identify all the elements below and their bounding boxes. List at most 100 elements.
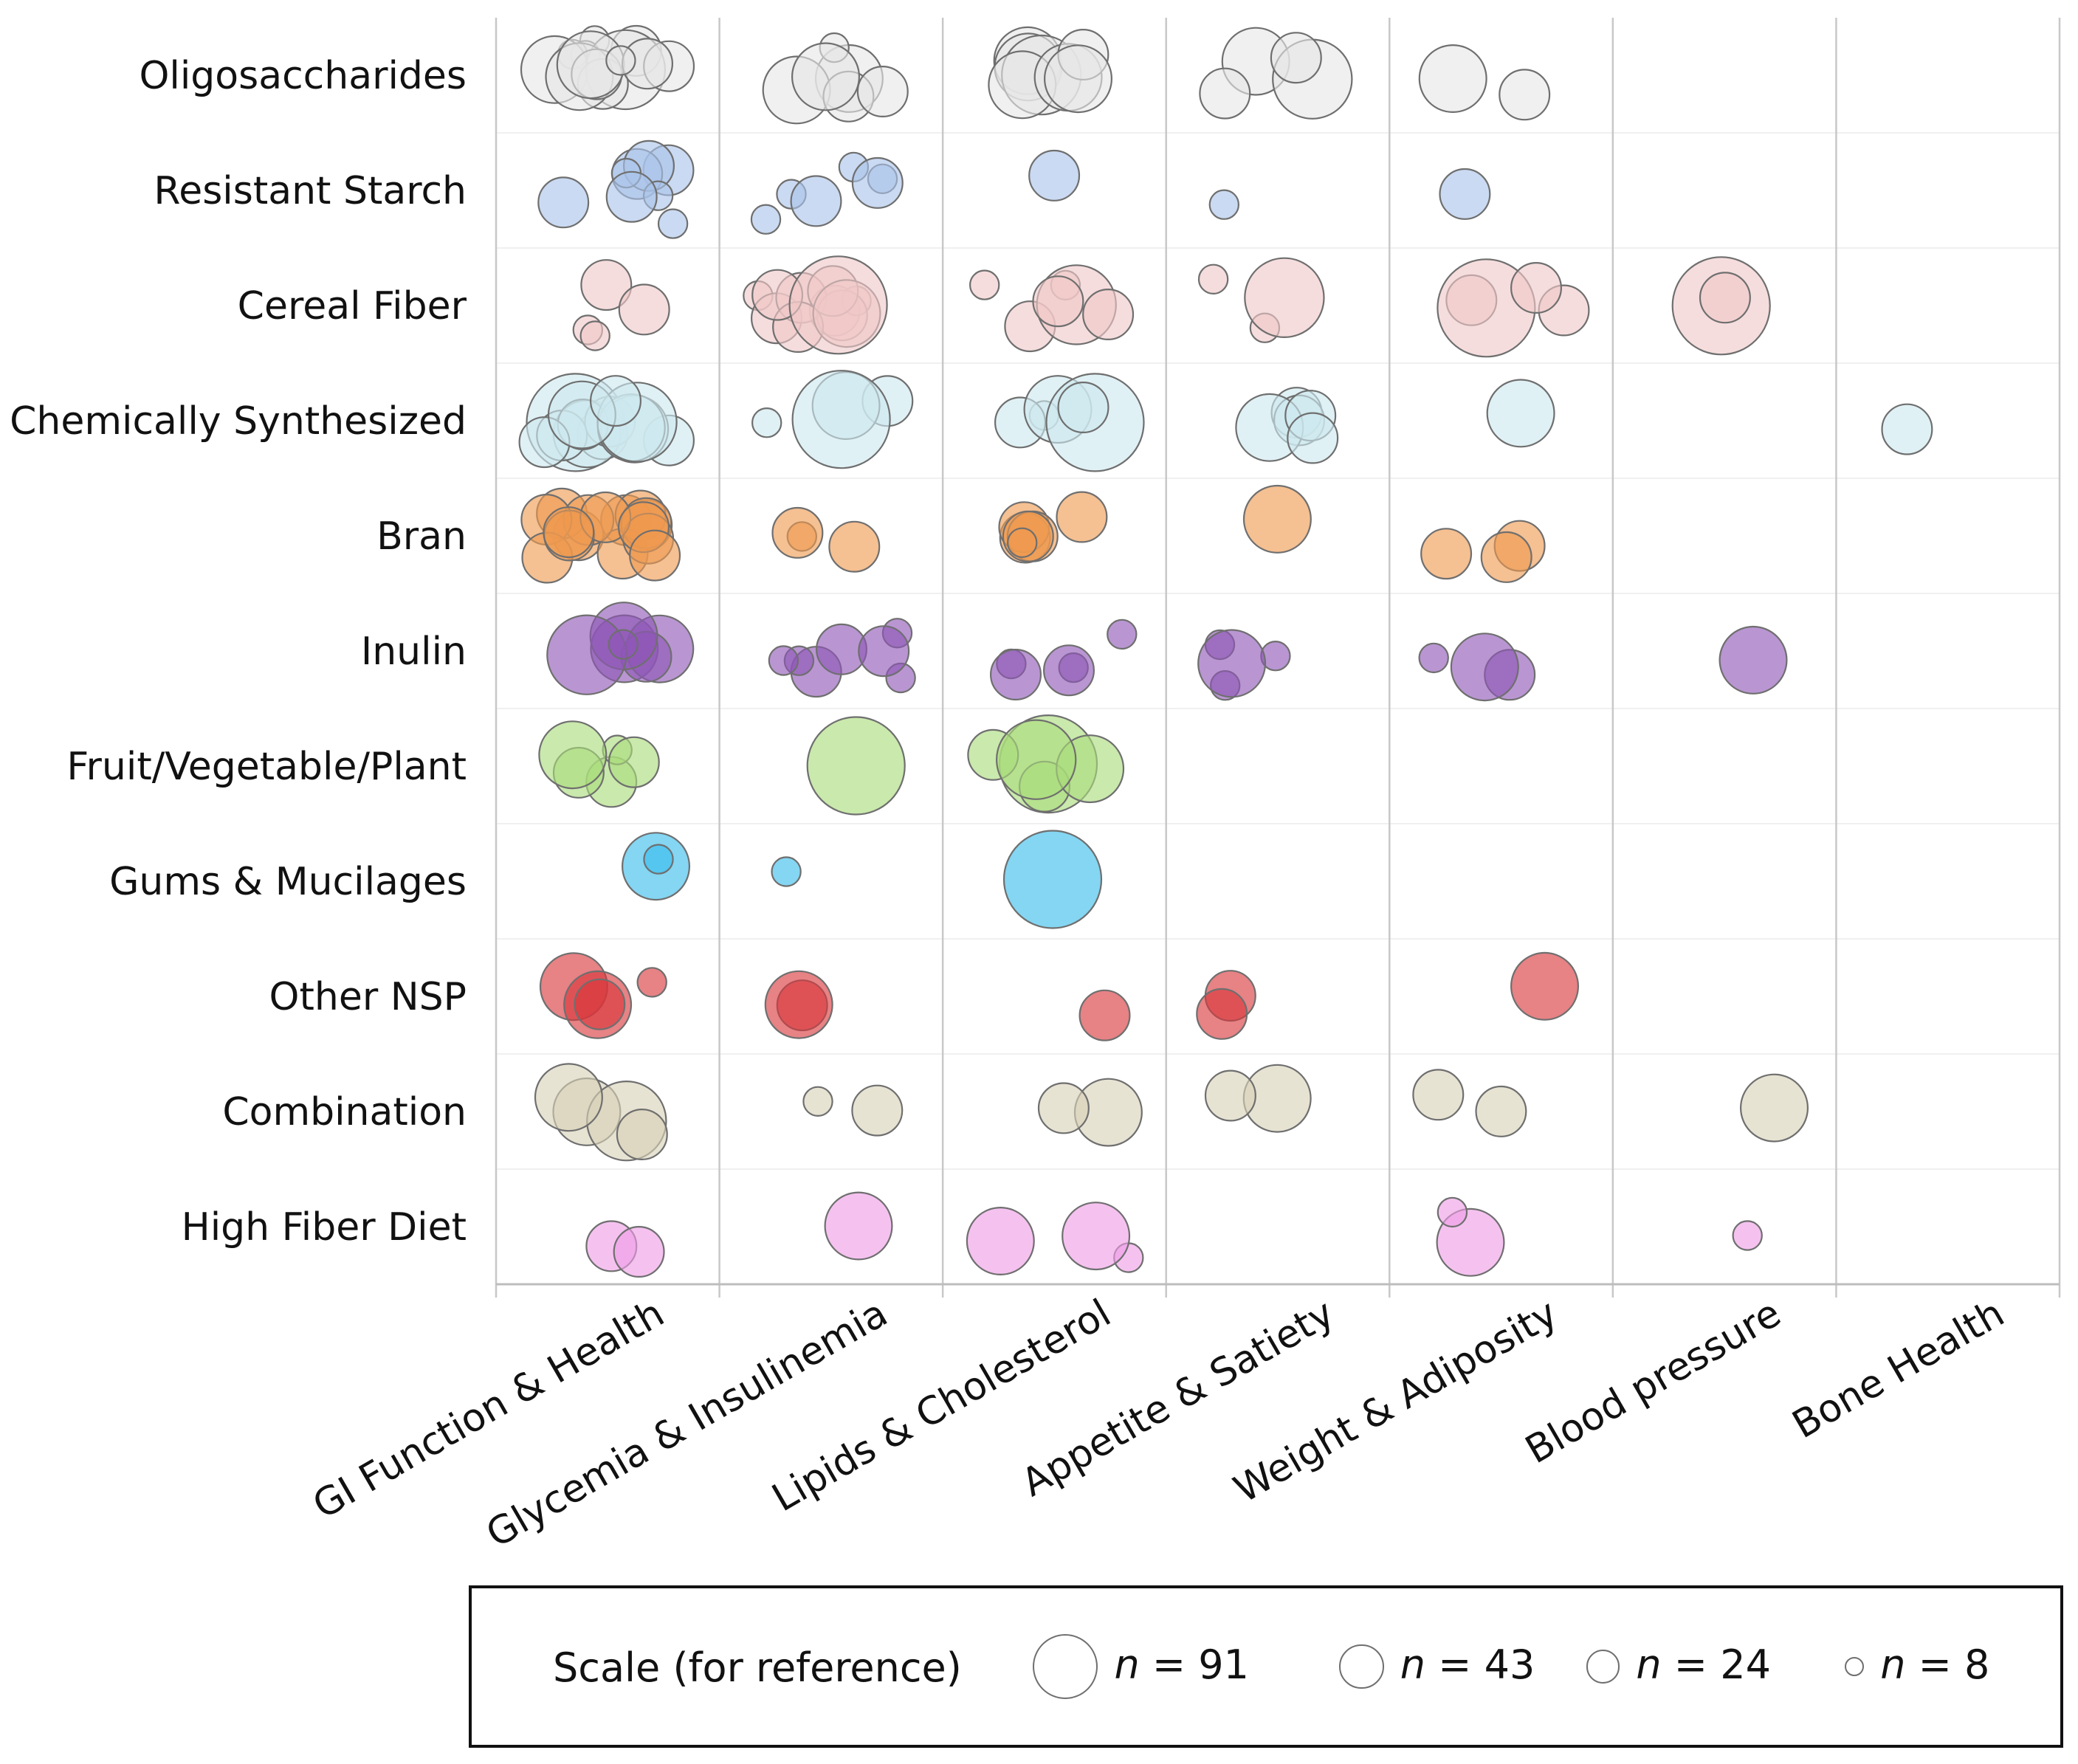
- bubble-r2-c2-4: [1032, 275, 1084, 328]
- legend-label-8: n = 8: [1880, 1641, 1989, 1688]
- bubble-r5-c1-5: [768, 645, 799, 676]
- legend-circle-43: [1339, 1644, 1384, 1689]
- bubble-r10-c2-1: [966, 1206, 1035, 1275]
- bubble-r3-c1-2: [791, 370, 891, 469]
- legend-n-symbol: n: [1114, 1641, 1140, 1688]
- bubble-r10-c2-2: [1062, 1202, 1131, 1271]
- bubble-r10-c1-0: [824, 1191, 893, 1261]
- bubble-r10-c5-0: [1732, 1220, 1763, 1251]
- bubble-r2-c3-2: [1244, 257, 1325, 338]
- row-label-4: Bran: [376, 514, 467, 559]
- bubble-r6-c1-0: [806, 716, 906, 816]
- bubble-r10-c0-1: [613, 1225, 665, 1278]
- row-label-3: Chemically Synthesized: [10, 399, 467, 444]
- bubble-r3-c2-4: [1057, 381, 1109, 433]
- legend-label-91: n = 91: [1114, 1641, 1249, 1688]
- row-label-2: Cereal Fiber: [238, 284, 467, 328]
- bubble-r4-c1-1: [771, 506, 824, 559]
- bubble-r8-c2-0: [1078, 989, 1131, 1041]
- bubble-r9-c3-1: [1204, 1069, 1256, 1122]
- bubble-r4-c0-15: [543, 506, 595, 559]
- legend-value-24: = 24: [1661, 1641, 1771, 1688]
- bubble-r1-c3-0: [1208, 189, 1240, 220]
- row-label-0: Oligosaccharides: [139, 54, 467, 98]
- bubble-r2-c0-3: [618, 283, 670, 336]
- bubble-r5-c2-3: [1042, 644, 1095, 697]
- bubble-r9-c4-0: [1475, 1085, 1527, 1137]
- bubble-r7-c1-0: [771, 856, 802, 887]
- bubble-r9-c1-0: [802, 1086, 833, 1117]
- bubble-r9-c0-3: [534, 1063, 603, 1132]
- bubble-r3-c0-12: [589, 375, 641, 427]
- bubble-r1-c0-4: [537, 176, 590, 229]
- legend-value-43: = 43: [1425, 1641, 1535, 1688]
- bubble-r8-c4-0: [1510, 951, 1579, 1021]
- bubble-r6-c2-4: [995, 719, 1077, 800]
- bubble-r2-c2-2: [969, 269, 1000, 300]
- row-label-5: Inulin: [361, 630, 467, 674]
- bubble-r9-c4-1: [1412, 1069, 1465, 1121]
- legend-label-43: n = 43: [1400, 1641, 1535, 1688]
- bubble-r7-c0-1: [643, 844, 674, 875]
- bubble-r4-c3-0: [1242, 484, 1312, 554]
- bubble-r0-c2-6: [1043, 44, 1112, 114]
- bubble-r4-c2-0: [1056, 491, 1108, 543]
- bubble-r0-c4-0: [1418, 44, 1487, 114]
- bubble-r9-c1-1: [851, 1084, 904, 1137]
- bubble-r5-c2-4: [1107, 619, 1138, 650]
- bubble-r8-c0-2: [636, 967, 667, 998]
- bubble-r4-c4-1: [1420, 528, 1473, 580]
- legend-circle-8: [1845, 1656, 1865, 1677]
- row-label-10: High Fiber Diet: [182, 1205, 467, 1250]
- bubble-r5-c5-0: [1719, 625, 1788, 695]
- row-label-1: Resistant Starch: [154, 169, 467, 213]
- bubble-r3-c4-0: [1486, 379, 1555, 448]
- column-label-1: Glycemia & Insulinemia: [479, 1291, 895, 1557]
- column-label-6: Bone Health: [1785, 1291, 2012, 1447]
- bubble-r2-c0-2: [580, 259, 633, 311]
- bubble-r1-c1-5: [790, 175, 842, 227]
- bubble-r0-c0-12: [605, 45, 636, 76]
- bubble-r9-c2-1: [1037, 1082, 1090, 1134]
- legend-circle-91: [1033, 1633, 1098, 1700]
- row-label-7: Gums & Mucilages: [109, 860, 467, 904]
- bubble-r2-c5-1: [1699, 272, 1751, 324]
- bubble-r9-c0-2: [616, 1108, 668, 1160]
- bubble-r0-c4-1: [1499, 69, 1551, 121]
- bubble-r0-c3-3: [1270, 32, 1322, 84]
- bubble-r1-c2-0: [1028, 149, 1081, 201]
- legend-n-symbol: n: [1636, 1641, 1662, 1688]
- bubble-r3-c3-4: [1287, 412, 1339, 464]
- legend-value-91: = 91: [1139, 1641, 1249, 1688]
- bubble-r1-c1-4: [851, 156, 904, 209]
- bubble-r2-c3-1: [1197, 263, 1229, 294]
- bubble-r1-c0-6: [657, 208, 689, 239]
- bubble-r10-c4-1: [1437, 1196, 1468, 1228]
- bubble-r3-c1-3: [751, 407, 782, 438]
- bubble-r8-c1-1: [764, 970, 833, 1039]
- legend-label-24: n = 24: [1636, 1641, 1771, 1688]
- legend-n-symbol: n: [1400, 1641, 1426, 1688]
- legend-n-symbol: n: [1880, 1641, 1906, 1688]
- bubble-r6-c0-4: [538, 720, 608, 790]
- column-label-5: Blood pressure: [1518, 1291, 1789, 1472]
- row-label-9: Combination: [222, 1090, 467, 1134]
- bubble-r5-c0-5: [608, 629, 639, 660]
- legend-circle-24: [1586, 1650, 1620, 1684]
- row-label-6: Fruit/Vegetable/Plant: [66, 745, 467, 789]
- bubble-r3-c6-0: [1881, 403, 1933, 455]
- bubble-r2-c4-3: [1510, 262, 1562, 314]
- bubble-r0-c3-2: [1199, 67, 1251, 120]
- scale-legend: Scale (for reference) n = 91 n = 43 n = …: [469, 1585, 2063, 1748]
- bubble-r4-c2-5: [1006, 527, 1038, 559]
- bubble-r2-c0-1: [579, 320, 610, 351]
- bubble-r1-c4-0: [1439, 168, 1491, 220]
- bubble-r6-c0-3: [608, 736, 660, 788]
- column-label-0: GI Function & Health: [306, 1291, 672, 1528]
- bubble-r8-c3-1: [1196, 988, 1248, 1040]
- bubble-r4-c4-2: [1480, 531, 1532, 583]
- legend-title: Scale (for reference): [553, 1644, 962, 1691]
- bubble-r8-c0-3: [574, 978, 626, 1030]
- bubble-r7-c2-0: [1002, 830, 1103, 929]
- row-label-8: Other NSP: [269, 975, 467, 1019]
